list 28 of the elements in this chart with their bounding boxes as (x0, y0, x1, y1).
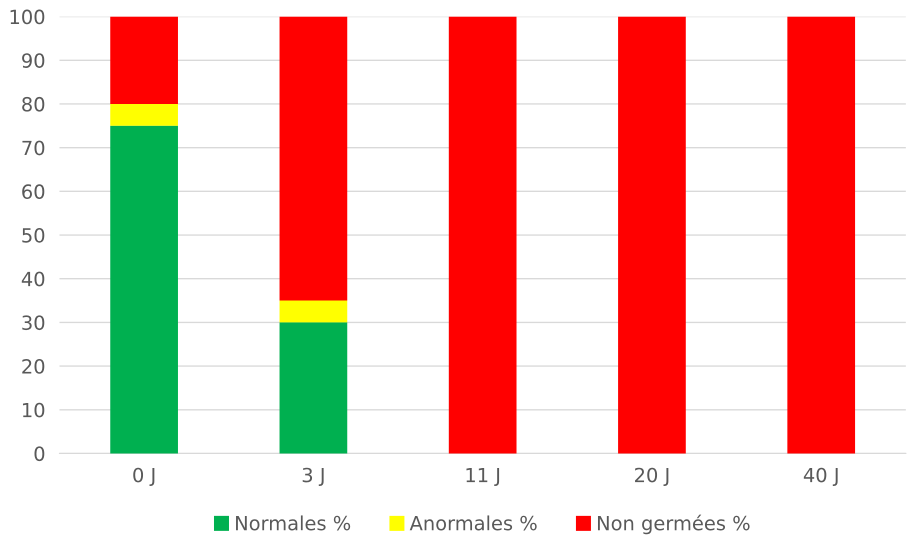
bar (787, 16, 856, 454)
y-tick-label: 100 (10, 10, 44, 24)
legend-label: Anormales % (410, 515, 537, 530)
legend-label: Normales % (236, 515, 350, 530)
y-tick-label: 0 (34, 446, 44, 462)
x-tick-label: 3 J (302, 468, 324, 486)
x-tick-label: 0 J (133, 468, 154, 486)
bar (618, 16, 686, 454)
legend-label: Non germées % (598, 514, 750, 534)
y-tick-label: 30 (22, 315, 44, 330)
bar (110, 126, 178, 454)
y-tick-label: 60 (22, 184, 44, 199)
x-tick-label: 40 J (804, 468, 838, 486)
bar (280, 300, 348, 322)
bar (110, 16, 178, 104)
y-tick-label: 90 (22, 53, 44, 68)
x-tick-label: 11 J (466, 468, 500, 486)
bar (280, 16, 348, 301)
y-tick-label: 20 (22, 359, 44, 374)
bar (280, 322, 348, 454)
x-tick-label: 20 J (635, 468, 668, 486)
y-tick-label: 70 (22, 140, 44, 156)
y-tick-label: 80 (22, 96, 44, 112)
y-tick-label: 40 (22, 272, 44, 286)
y-tick-label: 10 (22, 402, 44, 418)
bar (110, 104, 178, 126)
y-tick-label: 50 (22, 228, 44, 243)
bar (448, 16, 517, 454)
